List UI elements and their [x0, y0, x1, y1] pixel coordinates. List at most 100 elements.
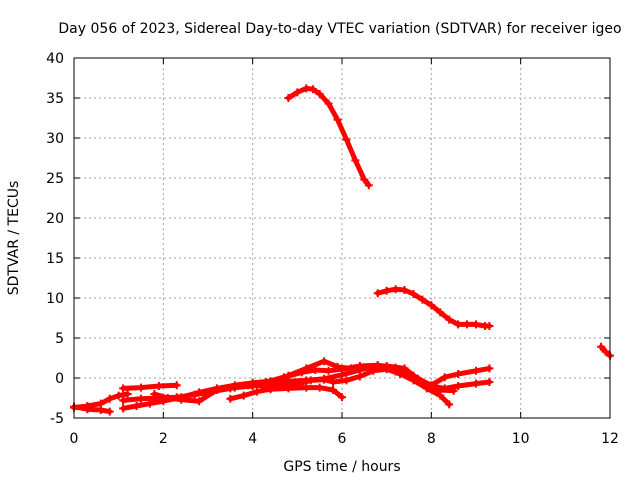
data-point: [320, 375, 329, 384]
series-arc-f: [119, 381, 181, 393]
data-point: [195, 397, 204, 406]
data-point: [177, 395, 186, 404]
data-point: [284, 94, 293, 102]
data-point: [308, 85, 317, 94]
data-point: [445, 400, 454, 409]
data-point: [400, 286, 409, 294]
x-tick-label: 6: [338, 431, 347, 447]
data-point: [275, 381, 284, 390]
data-point: [329, 378, 338, 386]
data-point: [172, 381, 181, 390]
data-point: [342, 376, 351, 385]
data-point: [83, 405, 92, 414]
data-point: [119, 396, 128, 405]
data-point: [338, 393, 346, 402]
data-point: [333, 115, 342, 124]
data-point: [302, 84, 311, 93]
y-tick-label: 25: [46, 171, 64, 187]
data-point: [351, 156, 360, 165]
data-point: [463, 320, 472, 329]
data-point: [297, 368, 306, 377]
y-tick-label: 10: [46, 291, 64, 307]
data-point: [382, 286, 391, 295]
data-point: [114, 391, 123, 400]
data-point: [409, 373, 418, 382]
series-arc-b: [373, 285, 494, 330]
series-arc-j: [226, 383, 346, 403]
x-tick-label: 10: [512, 431, 530, 447]
data-point: [257, 382, 266, 390]
data-point: [454, 382, 463, 390]
data-point: [472, 366, 480, 375]
data-point: [311, 366, 320, 374]
y-tick-label: 35: [46, 91, 64, 107]
series-arc-a: [284, 84, 373, 190]
data-point: [445, 315, 454, 324]
y-tick-label: 0: [55, 371, 64, 387]
x-tick-label: 8: [427, 431, 436, 447]
data-point: [302, 383, 311, 392]
data-point: [293, 380, 302, 389]
data-point: [485, 322, 494, 330]
data-point: [472, 320, 480, 329]
data-point: [119, 384, 128, 393]
data-point: [96, 406, 105, 414]
y-tick-label: -5: [50, 411, 64, 427]
data-point: [472, 379, 480, 388]
series-line: [71, 404, 113, 415]
data-point: [248, 382, 257, 390]
data-point: [373, 289, 382, 298]
data-point: [440, 373, 449, 382]
data-point: [601, 347, 610, 356]
y-tick-label: 20: [46, 211, 64, 227]
data-point: [364, 181, 373, 190]
data-point: [226, 394, 235, 403]
data-point: [391, 285, 400, 294]
data-point: [190, 390, 199, 399]
data-point: [239, 391, 248, 400]
x-tick-label: 12: [601, 431, 619, 447]
data-point: [382, 365, 391, 374]
data-point: [230, 383, 239, 392]
data-point: [253, 387, 262, 396]
data-point: [454, 320, 463, 329]
data-point: [427, 301, 436, 310]
x-tick-label: 0: [70, 431, 79, 447]
data-point: [315, 383, 324, 392]
data-point: [293, 88, 302, 97]
x-axis-label: GPS time / hours: [283, 459, 400, 475]
data-point: [324, 366, 333, 375]
y-tick-label: 40: [46, 51, 64, 67]
data-point: [132, 402, 141, 410]
data-point: [355, 372, 364, 381]
data-point: [418, 295, 427, 304]
grid: [74, 58, 610, 418]
chart-title: Day 056 of 2023, Sidereal Day-to-day VTE…: [58, 21, 621, 37]
plot-frame: [73, 57, 611, 419]
data-point: [342, 135, 351, 144]
data-point: [485, 378, 494, 386]
y-tick-label: 15: [46, 251, 64, 267]
data-point: [150, 390, 159, 398]
data-point: [315, 90, 324, 98]
data-point: [436, 308, 445, 317]
data-point: [145, 399, 154, 408]
series-line: [120, 382, 180, 391]
data-point: [212, 386, 221, 394]
data-point: [369, 366, 378, 375]
x-tick-label: 4: [248, 431, 257, 447]
data-point: [137, 394, 145, 403]
series-arc-k: [257, 365, 458, 395]
data-point: [409, 290, 418, 298]
data-point: [436, 386, 445, 394]
data-point: [306, 376, 315, 385]
data-point: [396, 370, 405, 378]
data-point: [449, 386, 458, 395]
data-point: [105, 407, 114, 416]
data-point: [154, 382, 163, 390]
data-point: [360, 175, 369, 184]
data-point: [454, 370, 463, 378]
data-point: [320, 357, 329, 366]
data-point: [329, 386, 338, 394]
